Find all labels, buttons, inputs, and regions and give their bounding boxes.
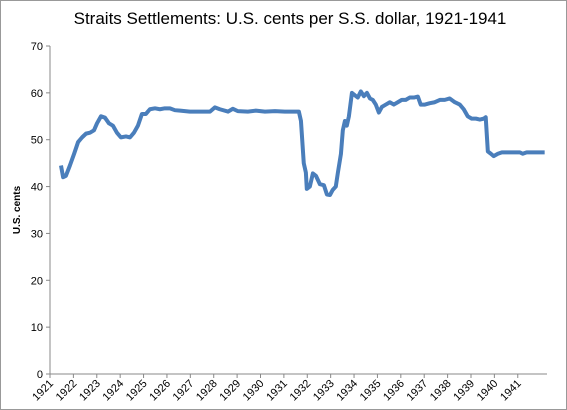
y-axis-label: U.S. cents [12, 185, 23, 234]
y-tick-label: 50 [31, 135, 43, 147]
y-tick-label: 0 [37, 369, 43, 381]
data-line [59, 89, 545, 198]
y-tick-label: 70 [31, 41, 43, 53]
y-tick-label: 30 [31, 228, 43, 240]
y-tick-label: 40 [31, 182, 43, 194]
chart-title: Straits Settlements: U.S. cents per S.S.… [74, 9, 507, 28]
y-tick-label: 10 [31, 322, 43, 334]
y-tick-label: 20 [31, 275, 43, 287]
y-tick-label: 60 [31, 88, 43, 100]
